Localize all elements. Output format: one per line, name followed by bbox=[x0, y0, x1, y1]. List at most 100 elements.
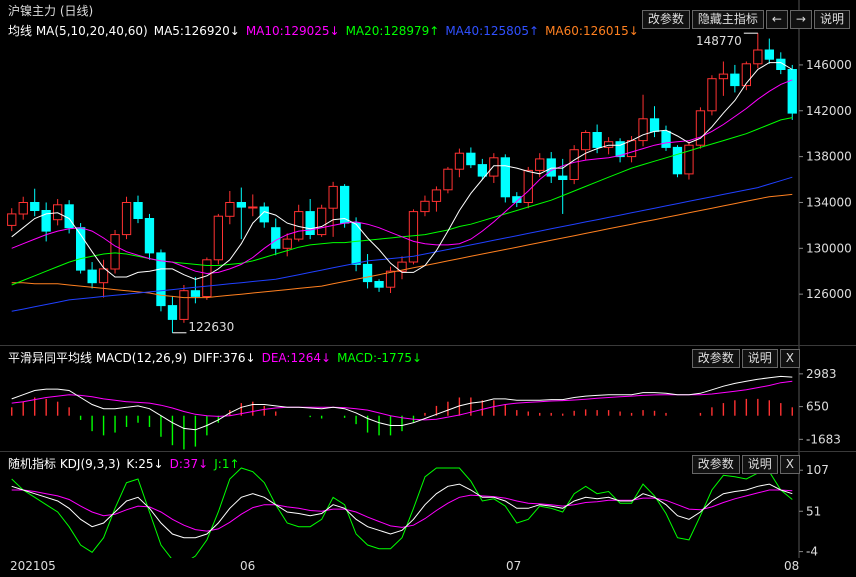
diff-value: DIFF:376↓ bbox=[192, 351, 256, 365]
x-label-202105: 202105 bbox=[10, 559, 56, 573]
arrow-left-icon[interactable]: ← bbox=[765, 10, 788, 29]
kdj-panel: -4 51 107 随机指标 KDJ(9,3,3) K:25↓ D:37↓ J:1↑ 改参… bbox=[0, 451, 856, 558]
candle-down bbox=[661, 130, 671, 148]
candle-up bbox=[707, 78, 717, 112]
candle-down bbox=[41, 210, 51, 232]
kdj-legend: 随机指标 KDJ(9,3,3) K:25↓ D:37↓ J:1↑ bbox=[8, 455, 246, 472]
candle-up bbox=[581, 132, 591, 151]
dea-line bbox=[11, 380, 793, 421]
candle-up bbox=[110, 234, 120, 270]
candle-up bbox=[604, 141, 614, 148]
candle-up bbox=[18, 202, 28, 215]
arrow-right-icon[interactable]: → bbox=[789, 10, 812, 29]
candle-down bbox=[259, 206, 269, 223]
candle-up bbox=[202, 259, 212, 297]
candle-down bbox=[764, 49, 775, 60]
kdj-close-icon[interactable]: X bbox=[779, 455, 800, 474]
macd-help-button[interactable]: 说明 bbox=[741, 349, 778, 368]
x-label-07: 07 bbox=[506, 559, 522, 573]
k-line bbox=[11, 483, 793, 539]
candle-up bbox=[248, 206, 258, 209]
kdj-edit-params-button[interactable]: 改参数 bbox=[691, 455, 740, 474]
main-y-tick-label: 126000 bbox=[806, 287, 852, 301]
candle-down bbox=[144, 218, 155, 254]
main-y-tick-label: 130000 bbox=[806, 241, 852, 255]
candle-down bbox=[672, 146, 683, 175]
main-y-tick-label: 138000 bbox=[806, 150, 852, 164]
candle-up bbox=[431, 189, 442, 202]
candle-down bbox=[351, 222, 361, 265]
ma40-line bbox=[11, 176, 793, 312]
candle-down bbox=[787, 69, 797, 114]
candle-up bbox=[282, 238, 292, 249]
candle-down bbox=[730, 73, 740, 87]
candle-up bbox=[328, 185, 338, 209]
macd-close-icon[interactable]: X bbox=[779, 349, 800, 368]
main-title: 沪镍主力 (日线) bbox=[8, 4, 94, 18]
ma20-value: MA20:128979↑ bbox=[345, 24, 440, 38]
candle-down bbox=[190, 290, 201, 297]
candle-up bbox=[179, 290, 189, 320]
ma-legend: 均线 MA(5,10,20,40,60) MA5:126920↓ MA10:1290… bbox=[8, 22, 645, 39]
d-value: D:37↓ bbox=[169, 457, 209, 471]
candle-down bbox=[466, 152, 476, 166]
candle-up bbox=[317, 207, 327, 236]
kdj-toolbar: 改参数 说明 X bbox=[691, 455, 800, 474]
candle-down bbox=[592, 132, 602, 148]
x-label-06: 06 bbox=[240, 559, 256, 573]
candle-down bbox=[374, 281, 384, 288]
ma60-value: MA60:126015↓ bbox=[545, 24, 639, 38]
candle-up bbox=[569, 149, 579, 180]
k-value: K:25↓ bbox=[126, 457, 164, 471]
main-title-row: 沪镍主力 (日线) bbox=[8, 2, 99, 19]
macd-title: 平滑异同平均线 MACD(12,26,9) bbox=[8, 351, 187, 365]
macd-y-tick-label: 2983 bbox=[806, 367, 837, 381]
candle-up bbox=[626, 140, 637, 158]
kdj-help-button[interactable]: 说明 bbox=[741, 455, 778, 474]
candle-up bbox=[443, 168, 453, 191]
main-y-tick-label: 146000 bbox=[806, 58, 852, 72]
candle-down bbox=[362, 263, 373, 283]
main-chart-svg: 126000 130000 134000 138000 142000 146000 1487… bbox=[7, 0, 852, 345]
candle-up bbox=[385, 270, 396, 288]
candle-down bbox=[546, 158, 556, 177]
diff-line bbox=[11, 375, 793, 431]
j-line bbox=[11, 467, 793, 558]
candle-up bbox=[535, 158, 545, 171]
kdj-y-tick-label: 51 bbox=[806, 504, 821, 518]
macd-legend: 平滑异同平均线 MACD(12,26,9) DIFF:376↓ DEA:1264↓ M… bbox=[8, 349, 428, 366]
candle-up bbox=[420, 200, 430, 213]
candle-up bbox=[121, 202, 132, 236]
ma10-line bbox=[11, 79, 793, 275]
candle-down bbox=[236, 202, 246, 208]
candle-up bbox=[489, 157, 499, 177]
macd-edit-params-button[interactable]: 改参数 bbox=[691, 349, 740, 368]
j-value: J:1↑ bbox=[214, 457, 240, 471]
low-price-label: 122630 bbox=[188, 320, 234, 334]
ma10-value: MA10:129025↓ bbox=[245, 24, 340, 38]
high-price-label: 148770 bbox=[696, 34, 742, 48]
candle-up bbox=[98, 268, 109, 284]
candle-down bbox=[615, 141, 625, 158]
candle-down bbox=[649, 118, 660, 132]
main-toolbar: 改参数 隐藏主指标 ← → 说明 bbox=[641, 10, 850, 29]
candle-up bbox=[454, 152, 465, 170]
candle-up bbox=[684, 144, 694, 175]
kdj-y-tick-label: 107 bbox=[806, 463, 829, 477]
kdj-title: 随机指标 KDJ(9,3,3) bbox=[8, 457, 121, 471]
help-button[interactable]: 说明 bbox=[813, 10, 850, 29]
hide-main-indicator-button[interactable]: 隐藏主指标 bbox=[691, 10, 764, 29]
ma-title: 均线 MA(5,10,20,40,60) bbox=[8, 24, 148, 38]
candle-down bbox=[133, 202, 143, 219]
candle-up bbox=[741, 63, 752, 87]
candle-up bbox=[53, 204, 63, 221]
edit-params-button[interactable]: 改参数 bbox=[641, 10, 690, 29]
candle-up bbox=[213, 215, 223, 261]
candle-down bbox=[156, 252, 166, 307]
dea-value: DEA:1264↓ bbox=[261, 351, 332, 365]
candle-down bbox=[558, 175, 568, 181]
candle-up bbox=[7, 213, 17, 226]
candle-down bbox=[305, 211, 315, 236]
macd-y-tick-label: -1683 bbox=[806, 432, 841, 446]
candle-up bbox=[523, 169, 533, 203]
